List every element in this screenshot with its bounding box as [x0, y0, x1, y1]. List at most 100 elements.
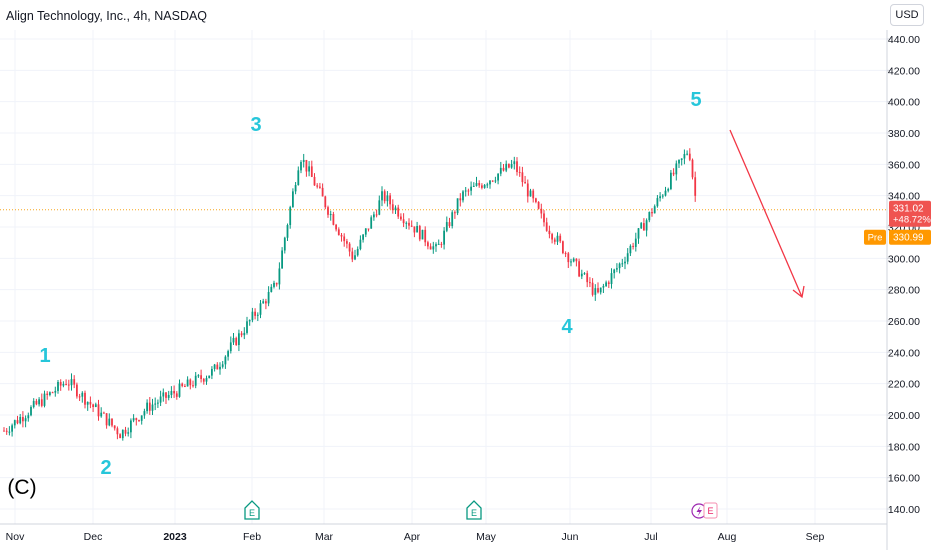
candle-body — [38, 399, 40, 405]
candle-body — [94, 404, 97, 407]
candle-body — [181, 383, 184, 387]
y-tick-label: 240.00 — [888, 347, 920, 359]
candle-body — [135, 418, 138, 421]
candle-body — [491, 180, 494, 182]
candle-body — [51, 392, 54, 394]
candle-body — [583, 273, 586, 275]
candle-body — [165, 392, 167, 398]
y-tick-label: 220.00 — [888, 379, 920, 391]
candle-body — [375, 214, 378, 216]
candle-body — [140, 415, 143, 421]
candle-body — [616, 268, 618, 270]
candle-body — [227, 351, 229, 357]
candle-body — [397, 207, 400, 217]
candle-body — [659, 196, 661, 199]
candle-body — [310, 166, 313, 177]
candle-body — [391, 204, 394, 211]
wave-label: 1 — [39, 345, 50, 367]
wave-label: 2 — [100, 457, 111, 479]
candle-body — [613, 269, 616, 274]
candle-body — [483, 185, 486, 188]
candle-body — [578, 261, 580, 277]
candle-body — [529, 190, 532, 197]
candle-body — [567, 253, 570, 263]
candle-body — [537, 201, 540, 209]
candle-body — [3, 430, 5, 432]
candle-body — [319, 186, 321, 188]
candle-body — [508, 163, 510, 168]
x-tick-label: Feb — [243, 531, 261, 543]
candle-body — [97, 404, 100, 417]
candle-body — [24, 418, 27, 422]
candle-body — [321, 187, 324, 197]
arrow-shaft — [729, 129, 803, 298]
candle-body — [694, 177, 697, 196]
y-tick-label: 300.00 — [888, 253, 920, 265]
candle-body — [22, 417, 24, 422]
candle-body — [664, 190, 667, 196]
candle-body — [216, 364, 219, 370]
chart-title: Align Technology, Inc., 4h, NASDAQ — [6, 9, 208, 23]
candle-body — [256, 314, 259, 316]
candle-body — [189, 379, 192, 386]
x-tick-label: Aug — [718, 531, 737, 543]
earnings-marker-icon[interactable]: E — [466, 500, 482, 520]
candle-body — [381, 191, 383, 201]
candle-body — [448, 222, 451, 227]
candle-body — [200, 375, 202, 379]
candle-body — [270, 286, 273, 292]
candle-body — [49, 392, 51, 395]
candle-body — [300, 162, 302, 171]
candle-body — [602, 286, 605, 288]
candle-body — [535, 198, 537, 202]
candle-body — [89, 401, 92, 405]
candle-body — [570, 261, 572, 263]
candle-body — [359, 239, 362, 250]
price-labels: 331.02+48.72% Pre 330.99 — [864, 200, 931, 245]
candle-body — [111, 418, 113, 426]
candle-body — [154, 403, 157, 405]
candle-body — [78, 396, 81, 398]
candle-body — [43, 393, 46, 406]
candle-body — [400, 216, 402, 220]
candle-body — [545, 222, 548, 231]
candle-body — [202, 378, 205, 382]
x-tick-label: Jun — [562, 531, 579, 543]
candle-body — [494, 180, 497, 182]
candle-body — [302, 159, 305, 163]
candle-body — [327, 207, 329, 215]
candle-body — [170, 391, 173, 395]
earnings-marker-label: E — [249, 508, 255, 518]
candle-body — [213, 364, 216, 369]
candle-body — [119, 434, 121, 439]
candle-body — [432, 246, 435, 250]
y-tick-label: 160.00 — [888, 473, 920, 485]
wave-label: (C) — [7, 476, 36, 499]
candle-body — [194, 375, 197, 386]
candle-body — [103, 412, 105, 414]
candle-body — [648, 212, 651, 221]
currency-button[interactable]: USD — [890, 4, 924, 26]
candle-body — [208, 375, 211, 379]
x-tick-label: May — [476, 531, 497, 543]
upcoming-events[interactable]: E — [691, 502, 718, 519]
earnings-marker-icon[interactable]: E — [244, 500, 260, 520]
candle-body — [254, 311, 256, 316]
candle-body — [173, 391, 175, 394]
price-axis: 440.00420.00400.00380.00360.00340.00320.… — [887, 34, 920, 516]
candle-body — [308, 166, 310, 172]
candle-body — [130, 420, 132, 433]
candle-body — [378, 200, 381, 215]
candle-body — [81, 392, 84, 397]
candle-body — [278, 268, 281, 285]
candle-body — [235, 337, 238, 346]
candle-body — [54, 390, 57, 393]
candle-body — [497, 173, 499, 181]
candle-body — [351, 251, 354, 260]
candle-body — [551, 234, 553, 240]
candle-body — [435, 244, 437, 247]
candle-body — [224, 356, 227, 365]
